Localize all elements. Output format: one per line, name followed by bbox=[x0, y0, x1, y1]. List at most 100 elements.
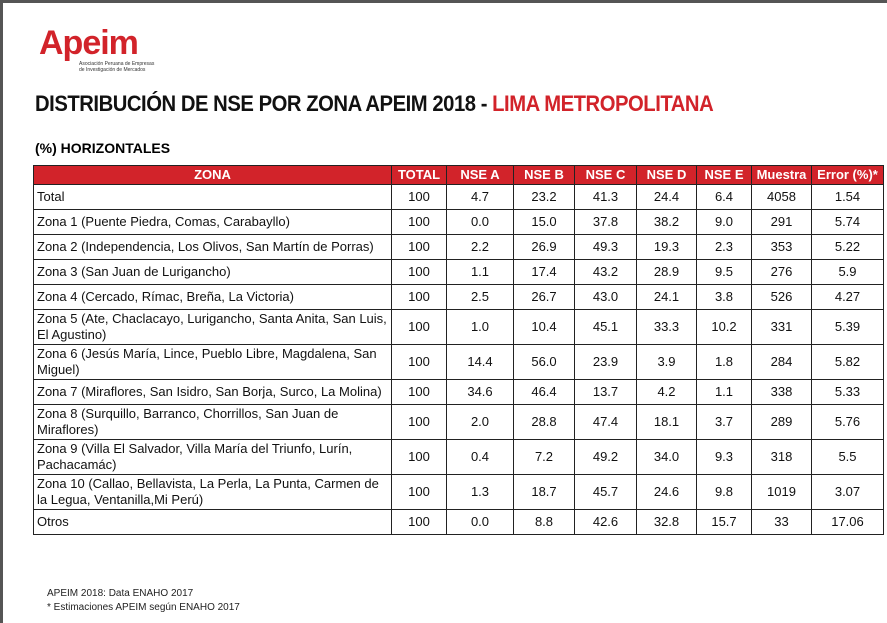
value-cell: 9.8 bbox=[696, 474, 752, 510]
value-cell: 34.6 bbox=[446, 379, 514, 405]
footer: APEIM 2018: Data ENAHO 2017 * Estimacion… bbox=[47, 587, 240, 615]
table-body: Total 100 4.7 23.2 41.3 24.4 6.4 4058 1.54 Zona 1… bbox=[33, 184, 884, 535]
table-row: Otros 100 0.0 8.8 42.6 32.8 15.7 33 17.06 bbox=[33, 509, 884, 535]
value-cell: 9.5 bbox=[696, 259, 752, 285]
value-cell: 33 bbox=[751, 509, 812, 535]
value-cell: 318 bbox=[751, 439, 812, 475]
value-cell: 526 bbox=[751, 284, 812, 310]
logo: Apeim Asociación Peruana de Empresas de … bbox=[39, 25, 154, 73]
value-cell: 1.1 bbox=[696, 379, 752, 405]
table-row: Zona 6 (Jesús María, Lince, Pueblo Libre… bbox=[33, 344, 884, 380]
value-cell: 1.54 bbox=[811, 184, 884, 210]
value-cell: 100 bbox=[391, 284, 447, 310]
value-cell: 100 bbox=[391, 234, 447, 260]
value-cell: 5.9 bbox=[811, 259, 884, 285]
value-cell: 4.7 bbox=[446, 184, 514, 210]
value-cell: 17.06 bbox=[811, 509, 884, 535]
value-cell: 15.7 bbox=[696, 509, 752, 535]
zone-cell: Zona 7 (Miraflores, San Isidro, San Borj… bbox=[33, 379, 392, 405]
value-cell: 100 bbox=[391, 404, 447, 440]
value-cell: 4058 bbox=[751, 184, 812, 210]
zone-cell: Zona 5 (Ate, Chaclacayo, Lurigancho, San… bbox=[33, 309, 392, 345]
value-cell: 49.3 bbox=[574, 234, 637, 260]
value-cell: 5.76 bbox=[811, 404, 884, 440]
value-cell: 100 bbox=[391, 184, 447, 210]
column-header: ZONA bbox=[33, 165, 392, 185]
value-cell: 100 bbox=[391, 439, 447, 475]
value-cell: 24.4 bbox=[636, 184, 697, 210]
table-row: Zona 8 (Surquillo, Barranco, Chorrillos,… bbox=[33, 404, 884, 440]
value-cell: 100 bbox=[391, 509, 447, 535]
value-cell: 28.9 bbox=[636, 259, 697, 285]
table-row: Zona 9 (Villa El Salvador, Villa María d… bbox=[33, 439, 884, 475]
value-cell: 17.4 bbox=[513, 259, 575, 285]
value-cell: 2.3 bbox=[696, 234, 752, 260]
table-row: Zona 2 (Independencia, Los Olivos, San M… bbox=[33, 234, 884, 260]
table-row: Zona 4 (Cercado, Rímac, Breña, La Victor… bbox=[33, 284, 884, 310]
value-cell: 3.9 bbox=[636, 344, 697, 380]
value-cell: 45.1 bbox=[574, 309, 637, 345]
table-row: Zona 1 (Puente Piedra, Comas, Carabayllo… bbox=[33, 209, 884, 235]
column-header: NSE C bbox=[574, 165, 637, 185]
title-highlight: LIMA METROPOLITANA bbox=[492, 91, 714, 116]
value-cell: 42.6 bbox=[574, 509, 637, 535]
table-row: Zona 5 (Ate, Chaclacayo, Lurigancho, San… bbox=[33, 309, 884, 345]
column-header: NSE B bbox=[513, 165, 575, 185]
value-cell: 100 bbox=[391, 259, 447, 285]
value-cell: 43.2 bbox=[574, 259, 637, 285]
value-cell: 3.07 bbox=[811, 474, 884, 510]
zone-cell: Zona 8 (Surquillo, Barranco, Chorrillos,… bbox=[33, 404, 392, 440]
column-header: NSE A bbox=[446, 165, 514, 185]
value-cell: 10.4 bbox=[513, 309, 575, 345]
value-cell: 2.5 bbox=[446, 284, 514, 310]
value-cell: 5.5 bbox=[811, 439, 884, 475]
value-cell: 338 bbox=[751, 379, 812, 405]
value-cell: 28.8 bbox=[513, 404, 575, 440]
value-cell: 5.74 bbox=[811, 209, 884, 235]
value-cell: 1.1 bbox=[446, 259, 514, 285]
value-cell: 2.2 bbox=[446, 234, 514, 260]
header-row: ZONA TOTAL NSE A NSE B NSE C NSE D NSE E Muestr… bbox=[33, 165, 884, 185]
value-cell: 0.0 bbox=[446, 209, 514, 235]
logo-subtitle: Asociación Peruana de Empresas de Invest… bbox=[79, 61, 154, 73]
logo-subtitle-line: de Investigación de Mercados bbox=[79, 67, 146, 73]
zone-cell: Zona 4 (Cercado, Rímac, Breña, La Victor… bbox=[33, 284, 392, 310]
table-row: Zona 3 (San Juan de Lurigancho) 100 1.1 17.… bbox=[33, 259, 884, 285]
value-cell: 38.2 bbox=[636, 209, 697, 235]
column-header: NSE E bbox=[696, 165, 752, 185]
value-cell: 24.1 bbox=[636, 284, 697, 310]
value-cell: 41.3 bbox=[574, 184, 637, 210]
value-cell: 43.0 bbox=[574, 284, 637, 310]
value-cell: 100 bbox=[391, 309, 447, 345]
value-cell: 47.4 bbox=[574, 404, 637, 440]
title-main: DISTRIBUCIÓN DE NSE POR ZONA APEIM 2018 … bbox=[35, 91, 493, 116]
table: ZONA TOTAL NSE A NSE B NSE C NSE D NSE E Muestr… bbox=[33, 165, 884, 535]
value-cell: 5.33 bbox=[811, 379, 884, 405]
value-cell: 26.9 bbox=[513, 234, 575, 260]
logo-name: Apeim bbox=[39, 24, 139, 62]
value-cell: 46.4 bbox=[513, 379, 575, 405]
value-cell: 5.22 bbox=[811, 234, 884, 260]
zone-cell: Otros bbox=[33, 509, 392, 535]
table-row: Zona 10 (Callao, Bellavista, La Perla, L… bbox=[33, 474, 884, 510]
value-cell: 100 bbox=[391, 209, 447, 235]
logo-subtitle-line: Asociación Peruana de Empresas bbox=[79, 61, 155, 67]
footnote: * Estimaciones APEIM según ENAHO 2017 bbox=[47, 602, 240, 613]
value-cell: 4.2 bbox=[636, 379, 697, 405]
value-cell: 7.2 bbox=[513, 439, 575, 475]
value-cell: 5.39 bbox=[811, 309, 884, 345]
value-cell: 100 bbox=[391, 379, 447, 405]
zone-cell: Zona 6 (Jesús María, Lince, Pueblo Libre… bbox=[33, 344, 392, 380]
value-cell: 49.2 bbox=[574, 439, 637, 475]
value-cell: 9.0 bbox=[696, 209, 752, 235]
value-cell: 331 bbox=[751, 309, 812, 345]
zone-cell: Zona 1 (Puente Piedra, Comas, Carabayllo… bbox=[33, 209, 392, 235]
value-cell: 1.0 bbox=[446, 309, 514, 345]
value-cell: 3.8 bbox=[696, 284, 752, 310]
column-header: Muestra bbox=[751, 165, 812, 185]
column-header: NSE D bbox=[636, 165, 697, 185]
value-cell: 6.4 bbox=[696, 184, 752, 210]
footnote: APEIM 2018: Data ENAHO 2017 bbox=[47, 588, 194, 599]
value-cell: 3.7 bbox=[696, 404, 752, 440]
value-cell: 289 bbox=[751, 404, 812, 440]
